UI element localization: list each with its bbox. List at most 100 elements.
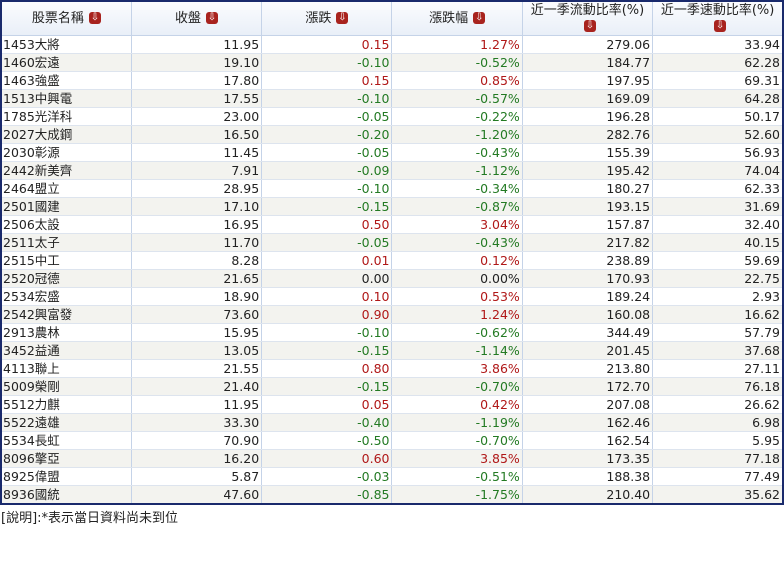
table-row[interactable]: 4113聯上 21.55 0.80 3.86% 213.80 27.11 [0, 359, 784, 378]
table-row[interactable]: 5534長虹 70.90 -0.50 -0.70% 162.54 5.95 [0, 431, 784, 450]
table-row[interactable]: 2913農林 15.95 -0.10 -0.62% 344.49 57.79 [0, 323, 784, 342]
close-cell: 21.40 [130, 377, 263, 396]
table-row[interactable]: 5009榮剛 21.40 -0.15 -0.70% 172.70 76.18 [0, 377, 784, 396]
header-label: 股票名稱 [31, 10, 84, 26]
change-pct-cell: 3.85% [391, 449, 523, 468]
stock-name-cell[interactable]: 2464盟立 [0, 179, 132, 198]
change-cell: -0.09 [261, 161, 393, 180]
change-pct-cell: -0.51% [391, 467, 523, 486]
header-current-ratio[interactable]: 近一季流動比率(%) ⇩ [521, 0, 654, 36]
sort-down-icon[interactable]: ⇩ [583, 20, 596, 32]
stock-name-cell[interactable]: 2506太設 [0, 215, 132, 234]
table-row[interactable]: 8925偉盟 5.87 -0.03 -0.51% 188.38 77.49 [0, 467, 784, 486]
stock-name-cell[interactable]: 8096擎亞 [0, 449, 132, 468]
stock-name-cell[interactable]: 1463強盛 [0, 71, 132, 90]
table-row[interactable]: 2534宏盛 18.90 0.10 0.53% 189.24 2.93 [0, 287, 784, 306]
close-cell: 33.30 [130, 413, 263, 432]
table-row[interactable]: 5512力麒 11.95 0.05 0.42% 207.08 26.62 [0, 395, 784, 414]
stock-name-cell[interactable]: 2030彰源 [0, 143, 132, 162]
stock-name-cell[interactable]: 1453大將 [0, 35, 132, 54]
table-row[interactable]: 2506太設 16.95 0.50 3.04% 157.87 32.40 [0, 215, 784, 234]
change-cell: -0.05 [261, 107, 393, 126]
current-ratio-cell: 170.93 [521, 269, 654, 288]
sort-down-icon[interactable]: ⇩ [336, 12, 349, 24]
change-pct-cell: -1.19% [391, 413, 523, 432]
close-cell: 28.95 [130, 179, 263, 198]
header-change[interactable]: 漲跌 ⇩ [261, 0, 393, 36]
close-cell: 23.00 [130, 107, 263, 126]
close-cell: 16.20 [130, 449, 263, 468]
table-row[interactable]: 2464盟立 28.95 -0.10 -0.34% 180.27 62.33 [0, 179, 784, 198]
stock-name-cell[interactable]: 2542興富發 [0, 305, 132, 324]
quick-ratio-cell: 64.28 [652, 89, 784, 108]
change-pct-cell: -1.12% [391, 161, 523, 180]
stock-name-cell[interactable]: 2520冠德 [0, 269, 132, 288]
stock-name-cell[interactable]: 2027大成鋼 [0, 125, 132, 144]
stock-name-cell[interactable]: 2534宏盛 [0, 287, 132, 306]
sort-down-icon[interactable]: ⇩ [714, 20, 727, 32]
close-cell: 18.90 [130, 287, 263, 306]
change-cell: 0.60 [261, 449, 393, 468]
stock-name-cell[interactable]: 4113聯上 [0, 359, 132, 378]
change-pct-cell: -0.87% [391, 197, 523, 216]
table-row[interactable]: 1453大將 11.95 0.15 1.27% 279.06 33.94 [0, 35, 784, 54]
current-ratio-cell: 196.28 [521, 107, 654, 126]
stock-name-cell[interactable]: 1513中興電 [0, 89, 132, 108]
table-row[interactable]: 3452益通 13.05 -0.15 -1.14% 201.45 37.68 [0, 341, 784, 360]
table-row[interactable]: 8936國統 47.60 -0.85 -1.75% 210.40 35.62 [0, 485, 784, 505]
stock-name-cell[interactable]: 5534長虹 [0, 431, 132, 450]
table-row[interactable]: 8096擎亞 16.20 0.60 3.85% 173.35 77.18 [0, 449, 784, 468]
stock-name-cell[interactable]: 5009榮剛 [0, 377, 132, 396]
stock-name-cell[interactable]: 5512力麒 [0, 395, 132, 414]
table-row[interactable]: 2030彰源 11.45 -0.05 -0.43% 155.39 56.93 [0, 143, 784, 162]
stock-name-cell[interactable]: 3452益通 [0, 341, 132, 360]
change-cell: -0.50 [261, 431, 393, 450]
stock-name-cell[interactable]: 2511太子 [0, 233, 132, 252]
stock-name-cell[interactable]: 8936國統 [0, 485, 132, 505]
current-ratio-cell: 344.49 [521, 323, 654, 342]
change-pct-cell: -0.70% [391, 377, 523, 396]
sort-down-icon[interactable]: ⇩ [88, 12, 101, 24]
header-stock-name[interactable]: 股票名稱 ⇩ [0, 0, 132, 36]
header-quick-ratio[interactable]: 近一季速動比率(%) ⇩ [652, 0, 784, 36]
stock-name-cell[interactable]: 2442新美齊 [0, 161, 132, 180]
header-close[interactable]: 收盤 ⇩ [130, 0, 263, 36]
change-cell: -0.40 [261, 413, 393, 432]
current-ratio-cell: 155.39 [521, 143, 654, 162]
current-ratio-cell: 184.77 [521, 53, 654, 72]
table-row[interactable]: 2442新美齊 7.91 -0.09 -1.12% 195.42 74.04 [0, 161, 784, 180]
sort-down-icon[interactable]: ⇩ [206, 12, 218, 24]
table-row[interactable]: 2501國建 17.10 -0.15 -0.87% 193.15 31.69 [0, 197, 784, 216]
quick-ratio-cell: 5.95 [652, 431, 784, 450]
table-row[interactable]: 2027大成鋼 16.50 -0.20 -1.20% 282.76 52.60 [0, 125, 784, 144]
current-ratio-cell: 279.06 [521, 35, 654, 54]
quick-ratio-cell: 69.31 [652, 71, 784, 90]
change-cell: -0.15 [261, 377, 393, 396]
table-row[interactable]: 2520冠德 21.65 0.00 0.00% 170.93 22.75 [0, 269, 784, 288]
stock-name-cell[interactable]: 8925偉盟 [0, 467, 132, 486]
stock-name-cell[interactable]: 1785光洋科 [0, 107, 132, 126]
current-ratio-cell: 162.46 [521, 413, 654, 432]
table-row[interactable]: 1463強盛 17.80 0.15 0.85% 197.95 69.31 [0, 71, 784, 90]
table-row[interactable]: 1513中興電 17.55 -0.10 -0.57% 169.09 64.28 [0, 89, 784, 108]
quick-ratio-cell: 32.40 [652, 215, 784, 234]
table-row[interactable]: 1460宏遠 19.10 -0.10 -0.52% 184.77 62.28 [0, 53, 784, 72]
change-cell: 0.15 [261, 35, 393, 54]
sort-down-icon[interactable]: ⇩ [473, 12, 486, 24]
change-pct-cell: -0.52% [391, 53, 523, 72]
table-row[interactable]: 1785光洋科 23.00 -0.05 -0.22% 196.28 50.17 [0, 107, 784, 126]
current-ratio-cell: 157.87 [521, 215, 654, 234]
table-row[interactable]: 2511太子 11.70 -0.05 -0.43% 217.82 40.15 [0, 233, 784, 252]
stock-name-cell[interactable]: 2515中工 [0, 251, 132, 270]
table-row[interactable]: 2515中工 8.28 0.01 0.12% 238.89 59.69 [0, 251, 784, 270]
current-ratio-cell: 160.08 [521, 305, 654, 324]
table-row[interactable]: 5522遠雄 33.30 -0.40 -1.19% 162.46 6.98 [0, 413, 784, 432]
stock-name-cell[interactable]: 1460宏遠 [0, 53, 132, 72]
table-row[interactable]: 2542興富發 73.60 0.90 1.24% 160.08 16.62 [0, 305, 784, 324]
stock-name-cell[interactable]: 5522遠雄 [0, 413, 132, 432]
header-change-pct[interactable]: 漲跌幅 ⇩ [391, 0, 523, 36]
footnote: [說明]:*表示當日資料尚未到位 [1, 511, 179, 526]
current-ratio-cell: 197.95 [521, 71, 654, 90]
stock-name-cell[interactable]: 2501國建 [0, 197, 132, 216]
stock-name-cell[interactable]: 2913農林 [0, 323, 132, 342]
